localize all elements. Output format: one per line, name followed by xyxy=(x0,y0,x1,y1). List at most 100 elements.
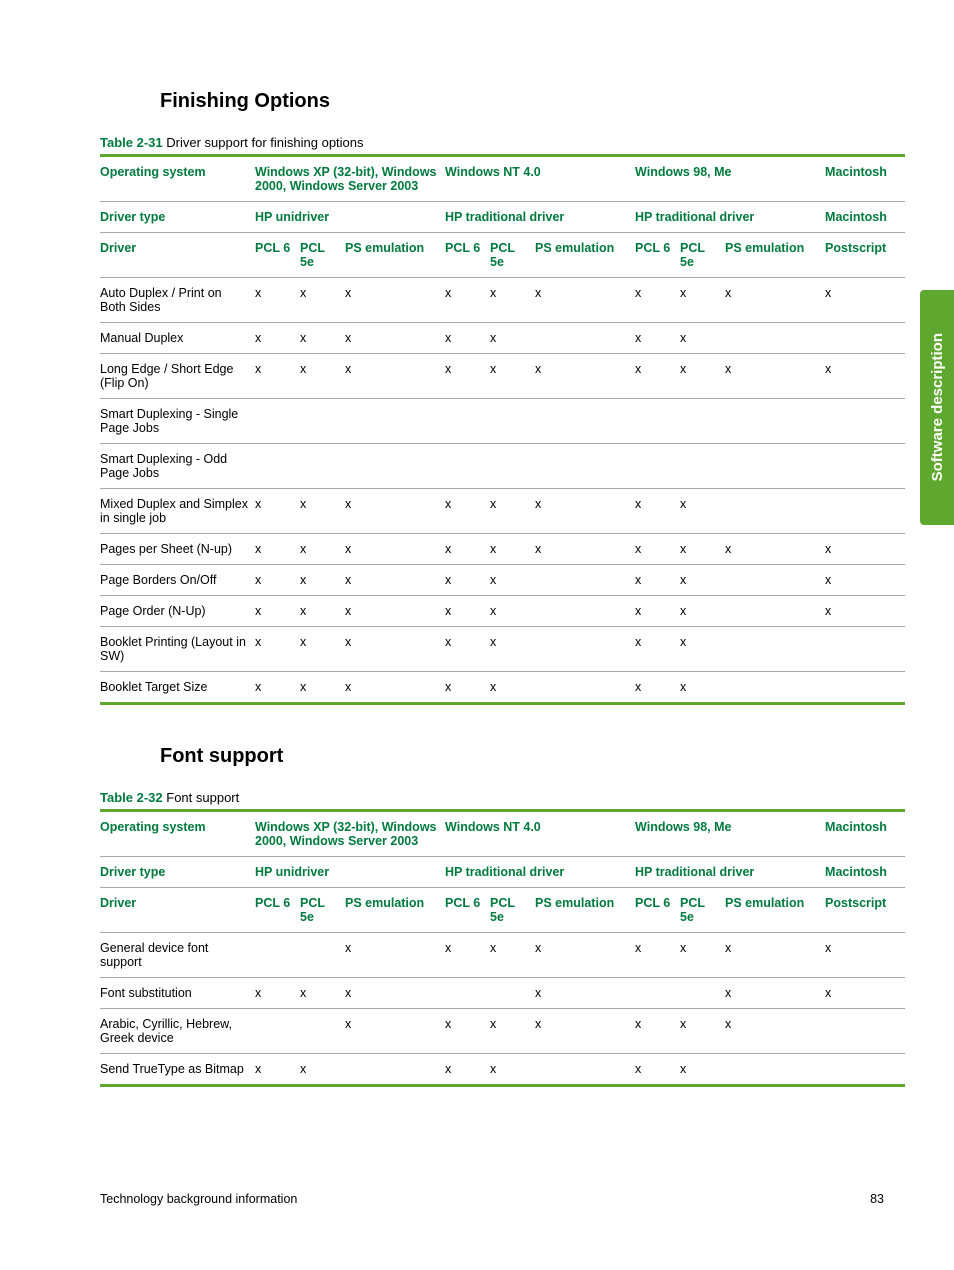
value-cell xyxy=(535,399,635,444)
value-cell: x xyxy=(490,534,535,565)
table-row: Auto Duplex / Print on Both Sidesxxxxxxx… xyxy=(100,278,905,323)
os-col1: Windows XP (32-bit), Windows 2000, Windo… xyxy=(255,811,445,857)
value-cell: x xyxy=(680,565,725,596)
dt-col2: HP traditional driver xyxy=(445,857,635,888)
value-cell: x xyxy=(255,323,300,354)
value-cell xyxy=(725,672,825,704)
drv-pcl6: PCL 6 xyxy=(445,888,490,933)
os-col3: Windows 98, Me xyxy=(635,156,825,202)
dt-col2: HP traditional driver xyxy=(445,202,635,233)
feature-cell: Pages per Sheet (N-up) xyxy=(100,534,255,565)
value-cell: x xyxy=(345,627,445,672)
value-cell xyxy=(345,1054,445,1086)
value-cell: x xyxy=(535,933,635,978)
value-cell xyxy=(825,399,905,444)
value-cell xyxy=(680,444,725,489)
os-col4: Macintosh xyxy=(825,811,905,857)
drv-pcl6: PCL 6 xyxy=(635,888,680,933)
feature-cell: Page Borders On/Off xyxy=(100,565,255,596)
value-cell xyxy=(725,627,825,672)
value-cell: x xyxy=(490,489,535,534)
value-cell xyxy=(635,978,680,1009)
drv-pcl6: PCL 6 xyxy=(255,233,300,278)
value-cell xyxy=(825,672,905,704)
value-cell: x xyxy=(635,1054,680,1086)
feature-cell: Booklet Printing (Layout in SW) xyxy=(100,627,255,672)
drv-mac: Postscript xyxy=(825,888,905,933)
value-cell: x xyxy=(345,596,445,627)
value-cell: x xyxy=(255,534,300,565)
table-row: Booklet Target Sizexxxxxxx xyxy=(100,672,905,704)
value-cell: x xyxy=(680,1054,725,1086)
value-cell: x xyxy=(445,278,490,323)
table-row: Page Order (N-Up)xxxxxxxx xyxy=(100,596,905,627)
section1-heading: Finishing Options xyxy=(160,90,894,113)
value-cell: x xyxy=(535,978,635,1009)
value-cell: x xyxy=(825,534,905,565)
drv-ps: PS emulation xyxy=(345,888,445,933)
page-footer: Technology background information 83 xyxy=(100,1192,884,1206)
drv-ps: PS emulation xyxy=(725,233,825,278)
value-cell xyxy=(725,399,825,444)
value-cell xyxy=(725,565,825,596)
dt-col1: HP unidriver xyxy=(255,202,445,233)
value-cell: x xyxy=(345,933,445,978)
drv-ps: PS emulation xyxy=(725,888,825,933)
os-col1: Windows XP (32-bit), Windows 2000, Windo… xyxy=(255,156,445,202)
value-cell: x xyxy=(345,1009,445,1054)
value-cell xyxy=(445,978,490,1009)
section1-caption: Table 2-31 Driver support for finishing … xyxy=(100,135,894,150)
value-cell: x xyxy=(490,1009,535,1054)
value-cell: x xyxy=(300,627,345,672)
value-cell: x xyxy=(255,627,300,672)
dt-label: Driver type xyxy=(100,857,255,888)
value-cell: x xyxy=(680,596,725,627)
header-row-driver-type: Driver type HP unidriver HP traditional … xyxy=(100,857,905,888)
feature-cell: Arabic, Cyrillic, Hebrew, Greek device xyxy=(100,1009,255,1054)
value-cell: x xyxy=(255,354,300,399)
value-cell xyxy=(255,444,300,489)
value-cell: x xyxy=(635,1009,680,1054)
section2-caption: Table 2-32 Font support xyxy=(100,790,894,805)
value-cell xyxy=(535,627,635,672)
value-cell: x xyxy=(445,323,490,354)
os-col4: Macintosh xyxy=(825,156,905,202)
value-cell: x xyxy=(725,278,825,323)
value-cell xyxy=(825,1054,905,1086)
value-cell: x xyxy=(535,1009,635,1054)
value-cell: x xyxy=(535,354,635,399)
drv-pcl5e: PCL 5e xyxy=(300,888,345,933)
value-cell: x xyxy=(300,489,345,534)
value-cell xyxy=(725,596,825,627)
table-row: General device font supportxxxxxxxx xyxy=(100,933,905,978)
value-cell: x xyxy=(635,354,680,399)
value-cell: x xyxy=(635,672,680,704)
value-cell xyxy=(445,399,490,444)
value-cell xyxy=(725,323,825,354)
value-cell: x xyxy=(490,278,535,323)
value-cell: x xyxy=(635,278,680,323)
value-cell xyxy=(490,399,535,444)
drv-pcl6: PCL 6 xyxy=(255,888,300,933)
footer-left: Technology background information xyxy=(100,1192,297,1206)
value-cell xyxy=(345,399,445,444)
value-cell: x xyxy=(300,672,345,704)
value-cell: x xyxy=(680,1009,725,1054)
caption-prefix: Table 2-32 xyxy=(100,790,163,805)
feature-cell: Manual Duplex xyxy=(100,323,255,354)
value-cell: x xyxy=(445,627,490,672)
table-row: Manual Duplexxxxxxxx xyxy=(100,323,905,354)
font-support-table: Operating system Windows XP (32-bit), Wi… xyxy=(100,809,905,1087)
drv-pcl5e: PCL 5e xyxy=(680,888,725,933)
value-cell: x xyxy=(255,278,300,323)
header-row-driver: Driver PCL 6 PCL 5e PS emulation PCL 6 P… xyxy=(100,888,905,933)
value-cell: x xyxy=(680,672,725,704)
os-col2: Windows NT 4.0 xyxy=(445,811,635,857)
os-label: Operating system xyxy=(100,156,255,202)
dt-col3: HP traditional driver xyxy=(635,857,825,888)
value-cell xyxy=(535,672,635,704)
feature-cell: Auto Duplex / Print on Both Sides xyxy=(100,278,255,323)
value-cell: x xyxy=(345,354,445,399)
drv-pcl5e: PCL 5e xyxy=(490,888,535,933)
value-cell: x xyxy=(635,323,680,354)
